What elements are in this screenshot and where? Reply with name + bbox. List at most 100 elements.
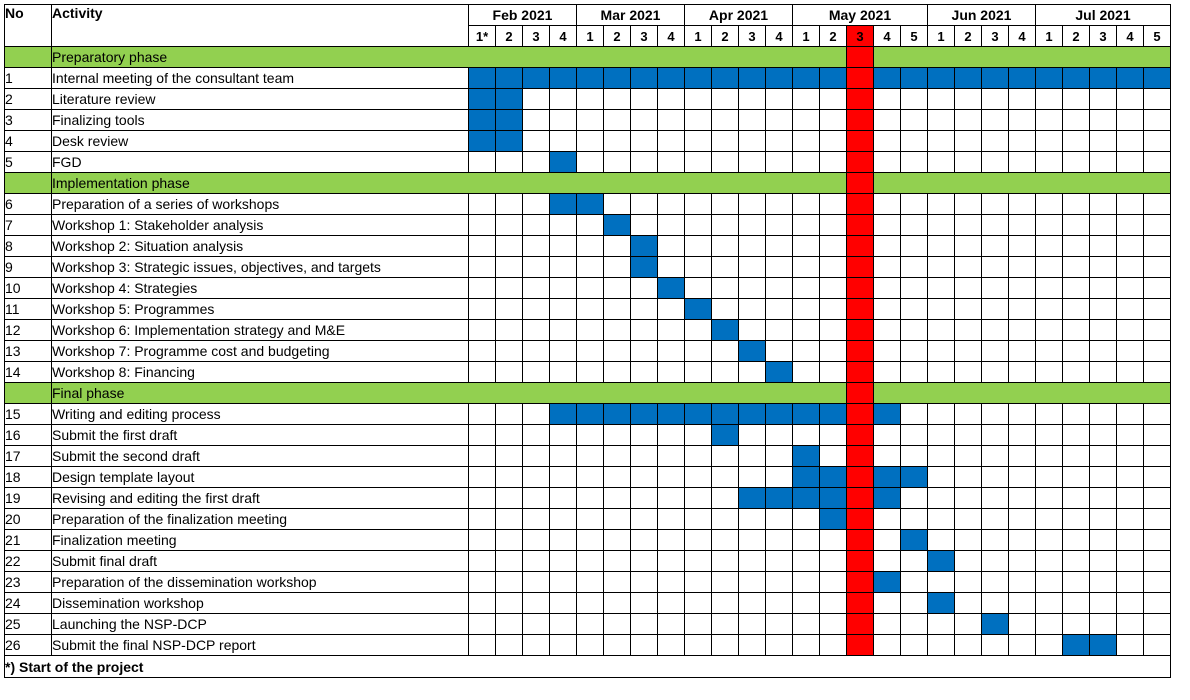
- week-cell: [819, 193, 847, 215]
- week-cell: [1008, 193, 1036, 215]
- week-cell: [1143, 277, 1171, 299]
- week-cell: [1116, 340, 1144, 362]
- week-cell: [468, 550, 496, 572]
- week-cell: [765, 151, 793, 173]
- week-cell: [1143, 445, 1171, 467]
- week-cell: [1035, 214, 1063, 236]
- week-cell: [981, 424, 1009, 446]
- week-cell: [1143, 340, 1171, 362]
- week-cell: [522, 109, 550, 131]
- week-cell: [1089, 340, 1117, 362]
- week-cell: [819, 319, 847, 341]
- week-cell: [1035, 550, 1063, 572]
- week-cell: [1035, 130, 1063, 152]
- week-cell: [873, 256, 901, 278]
- week-cell: [819, 571, 847, 593]
- week-cell: [657, 109, 685, 131]
- week-cell: [738, 214, 766, 236]
- week-cell: [1143, 109, 1171, 131]
- week-cell: [1035, 88, 1063, 110]
- week-cell: [468, 445, 496, 467]
- week-cell: [657, 130, 685, 152]
- activity-bar-cell: [468, 130, 496, 152]
- week-cell: [711, 508, 739, 530]
- week-cell: [1035, 403, 1063, 425]
- task-label: Preparation of a series of workshops: [51, 193, 469, 215]
- week-cell: [522, 256, 550, 278]
- activity-bar-cell: [927, 67, 955, 89]
- week-cell: [765, 277, 793, 299]
- task-row: 8 Workshop 2: Situation analysis: [4, 235, 1171, 257]
- week-cell: [981, 487, 1009, 509]
- week-cell: [657, 235, 685, 257]
- week-cell: [738, 571, 766, 593]
- week-cell: [738, 277, 766, 299]
- week-cell: [1008, 130, 1036, 152]
- week-cell: [495, 445, 523, 467]
- week-cell: [711, 151, 739, 173]
- week-cell: [711, 340, 739, 362]
- task-row: 13 Workshop 7: Programme cost and budgeti…: [4, 340, 1171, 362]
- task-row: 14 Workshop 8: Financing: [4, 361, 1171, 383]
- week-cell: [1062, 319, 1090, 341]
- week-cell: [468, 508, 496, 530]
- week-cell: [1143, 571, 1171, 593]
- week-cell: [468, 151, 496, 173]
- week-cell: [630, 214, 658, 236]
- week-cell: [522, 340, 550, 362]
- week-cell: [873, 550, 901, 572]
- week-cell: [495, 592, 523, 614]
- task-row: 9 Workshop 3: Strategic issues, objective…: [4, 256, 1171, 278]
- activity-bar-cell: [603, 67, 631, 89]
- task-label: Literature review: [51, 88, 469, 110]
- activity-bar-cell: [684, 298, 712, 320]
- phase-label: Implementation phase: [51, 172, 847, 194]
- task-row: 22 Submit final draft: [4, 550, 1171, 572]
- week-header: 4: [657, 25, 685, 47]
- footnote: *) Start of the project: [4, 655, 1171, 678]
- activity-bar-cell: [900, 67, 928, 89]
- week-cell: [1089, 151, 1117, 173]
- week-cell: [630, 109, 658, 131]
- week-cell: [765, 529, 793, 551]
- task-row: 1 Internal meeting of the consultant team: [4, 67, 1171, 89]
- week-cell: [954, 571, 982, 593]
- week-cell: [900, 571, 928, 593]
- week-header: 4: [765, 25, 793, 47]
- week-cell: [765, 634, 793, 656]
- week-cell: [981, 592, 1009, 614]
- week-cell: [684, 88, 712, 110]
- activity-bar-cell: [630, 256, 658, 278]
- activity-bar-cell: [792, 445, 820, 467]
- week-cell: [1062, 508, 1090, 530]
- week-cell: [495, 256, 523, 278]
- activity-bar-cell: [819, 466, 847, 488]
- month-header: Mar 2021: [576, 4, 685, 26]
- week-cell: [495, 214, 523, 236]
- week-cell: [900, 109, 928, 131]
- activity-bar-cell: [711, 67, 739, 89]
- week-header: 4: [1116, 25, 1144, 47]
- week-cell: [765, 613, 793, 635]
- week-cell: [954, 403, 982, 425]
- week-cell: [981, 550, 1009, 572]
- week-cell: [792, 109, 820, 131]
- week-cell: [765, 340, 793, 362]
- week-cell: [630, 130, 658, 152]
- week-cell: [1116, 550, 1144, 572]
- week-cell: [522, 403, 550, 425]
- activity-bar-cell: [873, 67, 901, 89]
- phase-fill: [873, 172, 1171, 194]
- activity-bar-cell: [1008, 67, 1036, 89]
- week-cell: [1089, 487, 1117, 509]
- task-number: 21: [4, 529, 52, 551]
- week-cell: [684, 235, 712, 257]
- week-cell: [468, 424, 496, 446]
- week-cell: [738, 109, 766, 131]
- activity-bar-cell: [873, 466, 901, 488]
- week-cell: [495, 571, 523, 593]
- week-cell: [765, 319, 793, 341]
- week-cell: [1116, 403, 1144, 425]
- week-cell: [576, 445, 604, 467]
- week-cell: [981, 319, 1009, 341]
